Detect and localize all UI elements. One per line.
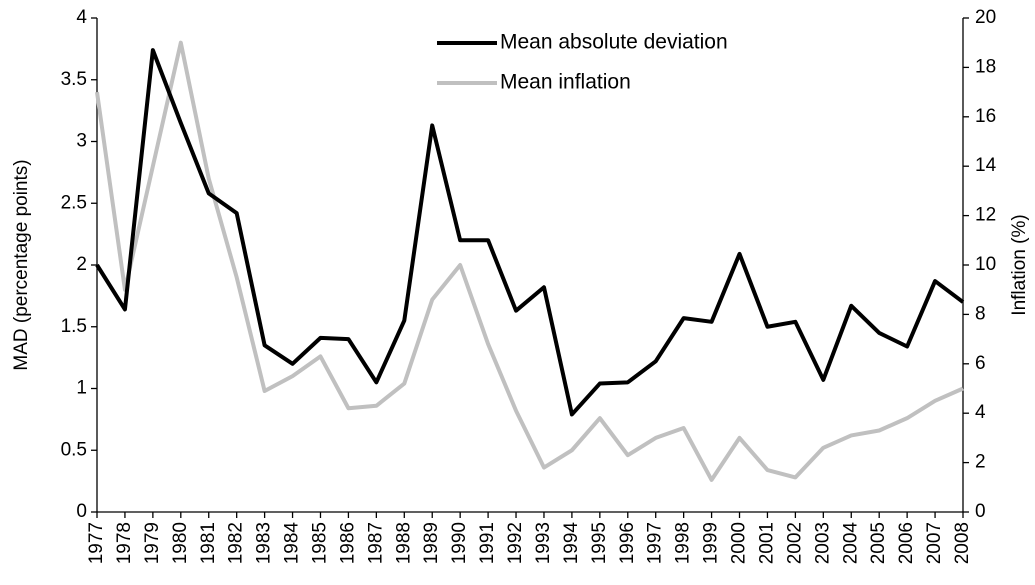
y-tick-label: 2.5: [61, 192, 87, 213]
x-tick-label: 1982: [226, 522, 247, 564]
x-tick-label: 1991: [477, 522, 498, 564]
x-tick-label: 2003: [812, 522, 833, 564]
x-tick-label: 1987: [365, 522, 386, 564]
x-tick-label: 2005: [868, 522, 889, 564]
x-tick-label: 1996: [617, 522, 638, 564]
x-tick-label: 1998: [673, 522, 694, 564]
y-tick-label: 0: [76, 501, 87, 522]
y2-tick-label: 4: [975, 402, 986, 423]
x-tick-label: 1984: [282, 522, 303, 565]
x-tick-label: 1979: [142, 522, 163, 564]
y2-tick-label: 20: [975, 7, 996, 28]
y-tick-label: 2: [76, 254, 87, 275]
x-tick-label: 1985: [309, 522, 330, 564]
y2-tick-label: 8: [975, 303, 986, 324]
x-tick-label: 1988: [393, 522, 414, 564]
x-tick-label: 1995: [589, 522, 610, 564]
y2-tick-label: 6: [975, 353, 986, 374]
y2-tick-label: 18: [975, 56, 996, 77]
legend-label: Mean inflation: [500, 71, 631, 94]
y2-tick-label: 16: [975, 106, 996, 127]
y-axis-title: MAD (percentage points): [11, 159, 32, 370]
y-tick-label: 3: [76, 131, 87, 152]
x-tick-label: 1977: [86, 522, 107, 564]
x-tick-label: 1999: [701, 522, 722, 564]
y2-tick-label: 14: [975, 155, 997, 176]
y2-tick-label: 2: [975, 452, 986, 473]
x-tick-label: 1994: [561, 522, 582, 565]
x-tick-label: 1978: [114, 522, 135, 564]
x-tick-label: 1993: [533, 522, 554, 564]
y-tick-label: 3.5: [61, 69, 87, 90]
x-tick-label: 2007: [924, 522, 945, 564]
x-tick-label: 1992: [505, 522, 526, 564]
y-tick-label: 4: [76, 7, 87, 28]
x-tick-label: 1981: [198, 522, 219, 564]
x-tick-label: 2008: [952, 522, 973, 564]
x-tick-label: 1990: [449, 522, 470, 564]
x-tick-label: 1980: [170, 522, 191, 564]
y-tick-label: 1: [76, 378, 87, 399]
y2-tick-label: 0: [975, 501, 986, 522]
x-tick-label: 2004: [840, 522, 861, 565]
y-tick-label: 1.5: [61, 316, 87, 337]
legend-label: Mean absolute deviation: [500, 31, 728, 54]
x-tick-label: 2000: [729, 522, 750, 564]
x-tick-label: 1986: [337, 522, 358, 564]
series-line: [95, 48, 965, 417]
y2-axis-title: Inflation (%): [1009, 214, 1030, 315]
x-tick-label: 1989: [421, 522, 442, 564]
y-tick-label: 0.5: [61, 439, 87, 460]
x-tick-label: 2006: [896, 522, 917, 564]
x-tick-label: 2002: [784, 522, 805, 564]
x-tick-label: 1997: [645, 522, 666, 564]
y2-tick-label: 12: [975, 205, 996, 226]
x-tick-label: 2001: [756, 522, 777, 564]
y2-tick-label: 10: [975, 254, 996, 275]
series-line: [95, 40, 964, 482]
x-tick-label: 1983: [254, 522, 275, 564]
